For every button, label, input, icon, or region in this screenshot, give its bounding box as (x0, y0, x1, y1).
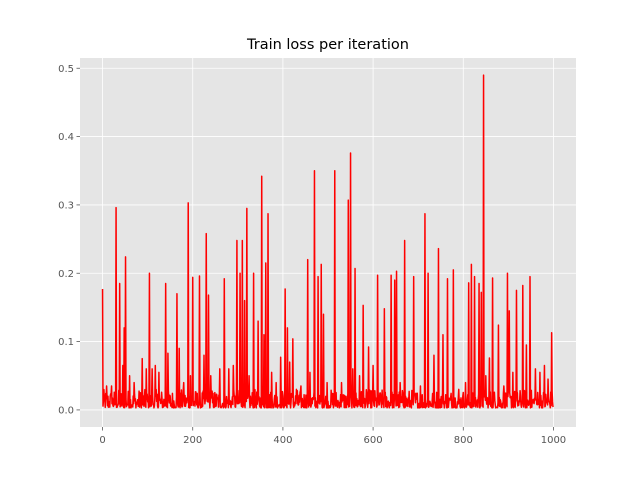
plot-area (80, 58, 576, 427)
y-tick-label: 0.0 (58, 405, 74, 416)
x-tick-label: 1000 (541, 435, 566, 446)
x-tick-label: 200 (183, 435, 202, 446)
y-tick-label: 0.5 (58, 64, 74, 75)
grid-lines (80, 58, 576, 427)
tick-layer: 0 200 400 600 800 1000 0.0 0.1 0.2 0.3 0.4 0.5 (58, 64, 566, 446)
x-tick-label: 400 (273, 435, 292, 446)
y-tick-label: 0.3 (58, 200, 74, 211)
x-tick-label: 800 (454, 435, 473, 446)
x-tick-label: 600 (364, 435, 383, 446)
x-tick-label: 0 (99, 435, 105, 446)
y-tick-label: 0.1 (58, 337, 74, 348)
y-tick-label: 0.2 (58, 269, 74, 280)
y-tick-label: 0.4 (58, 132, 74, 143)
chart-title: Train loss per iteration (246, 37, 409, 53)
loss-series-line (101, 74, 554, 409)
series-layer (101, 74, 554, 409)
